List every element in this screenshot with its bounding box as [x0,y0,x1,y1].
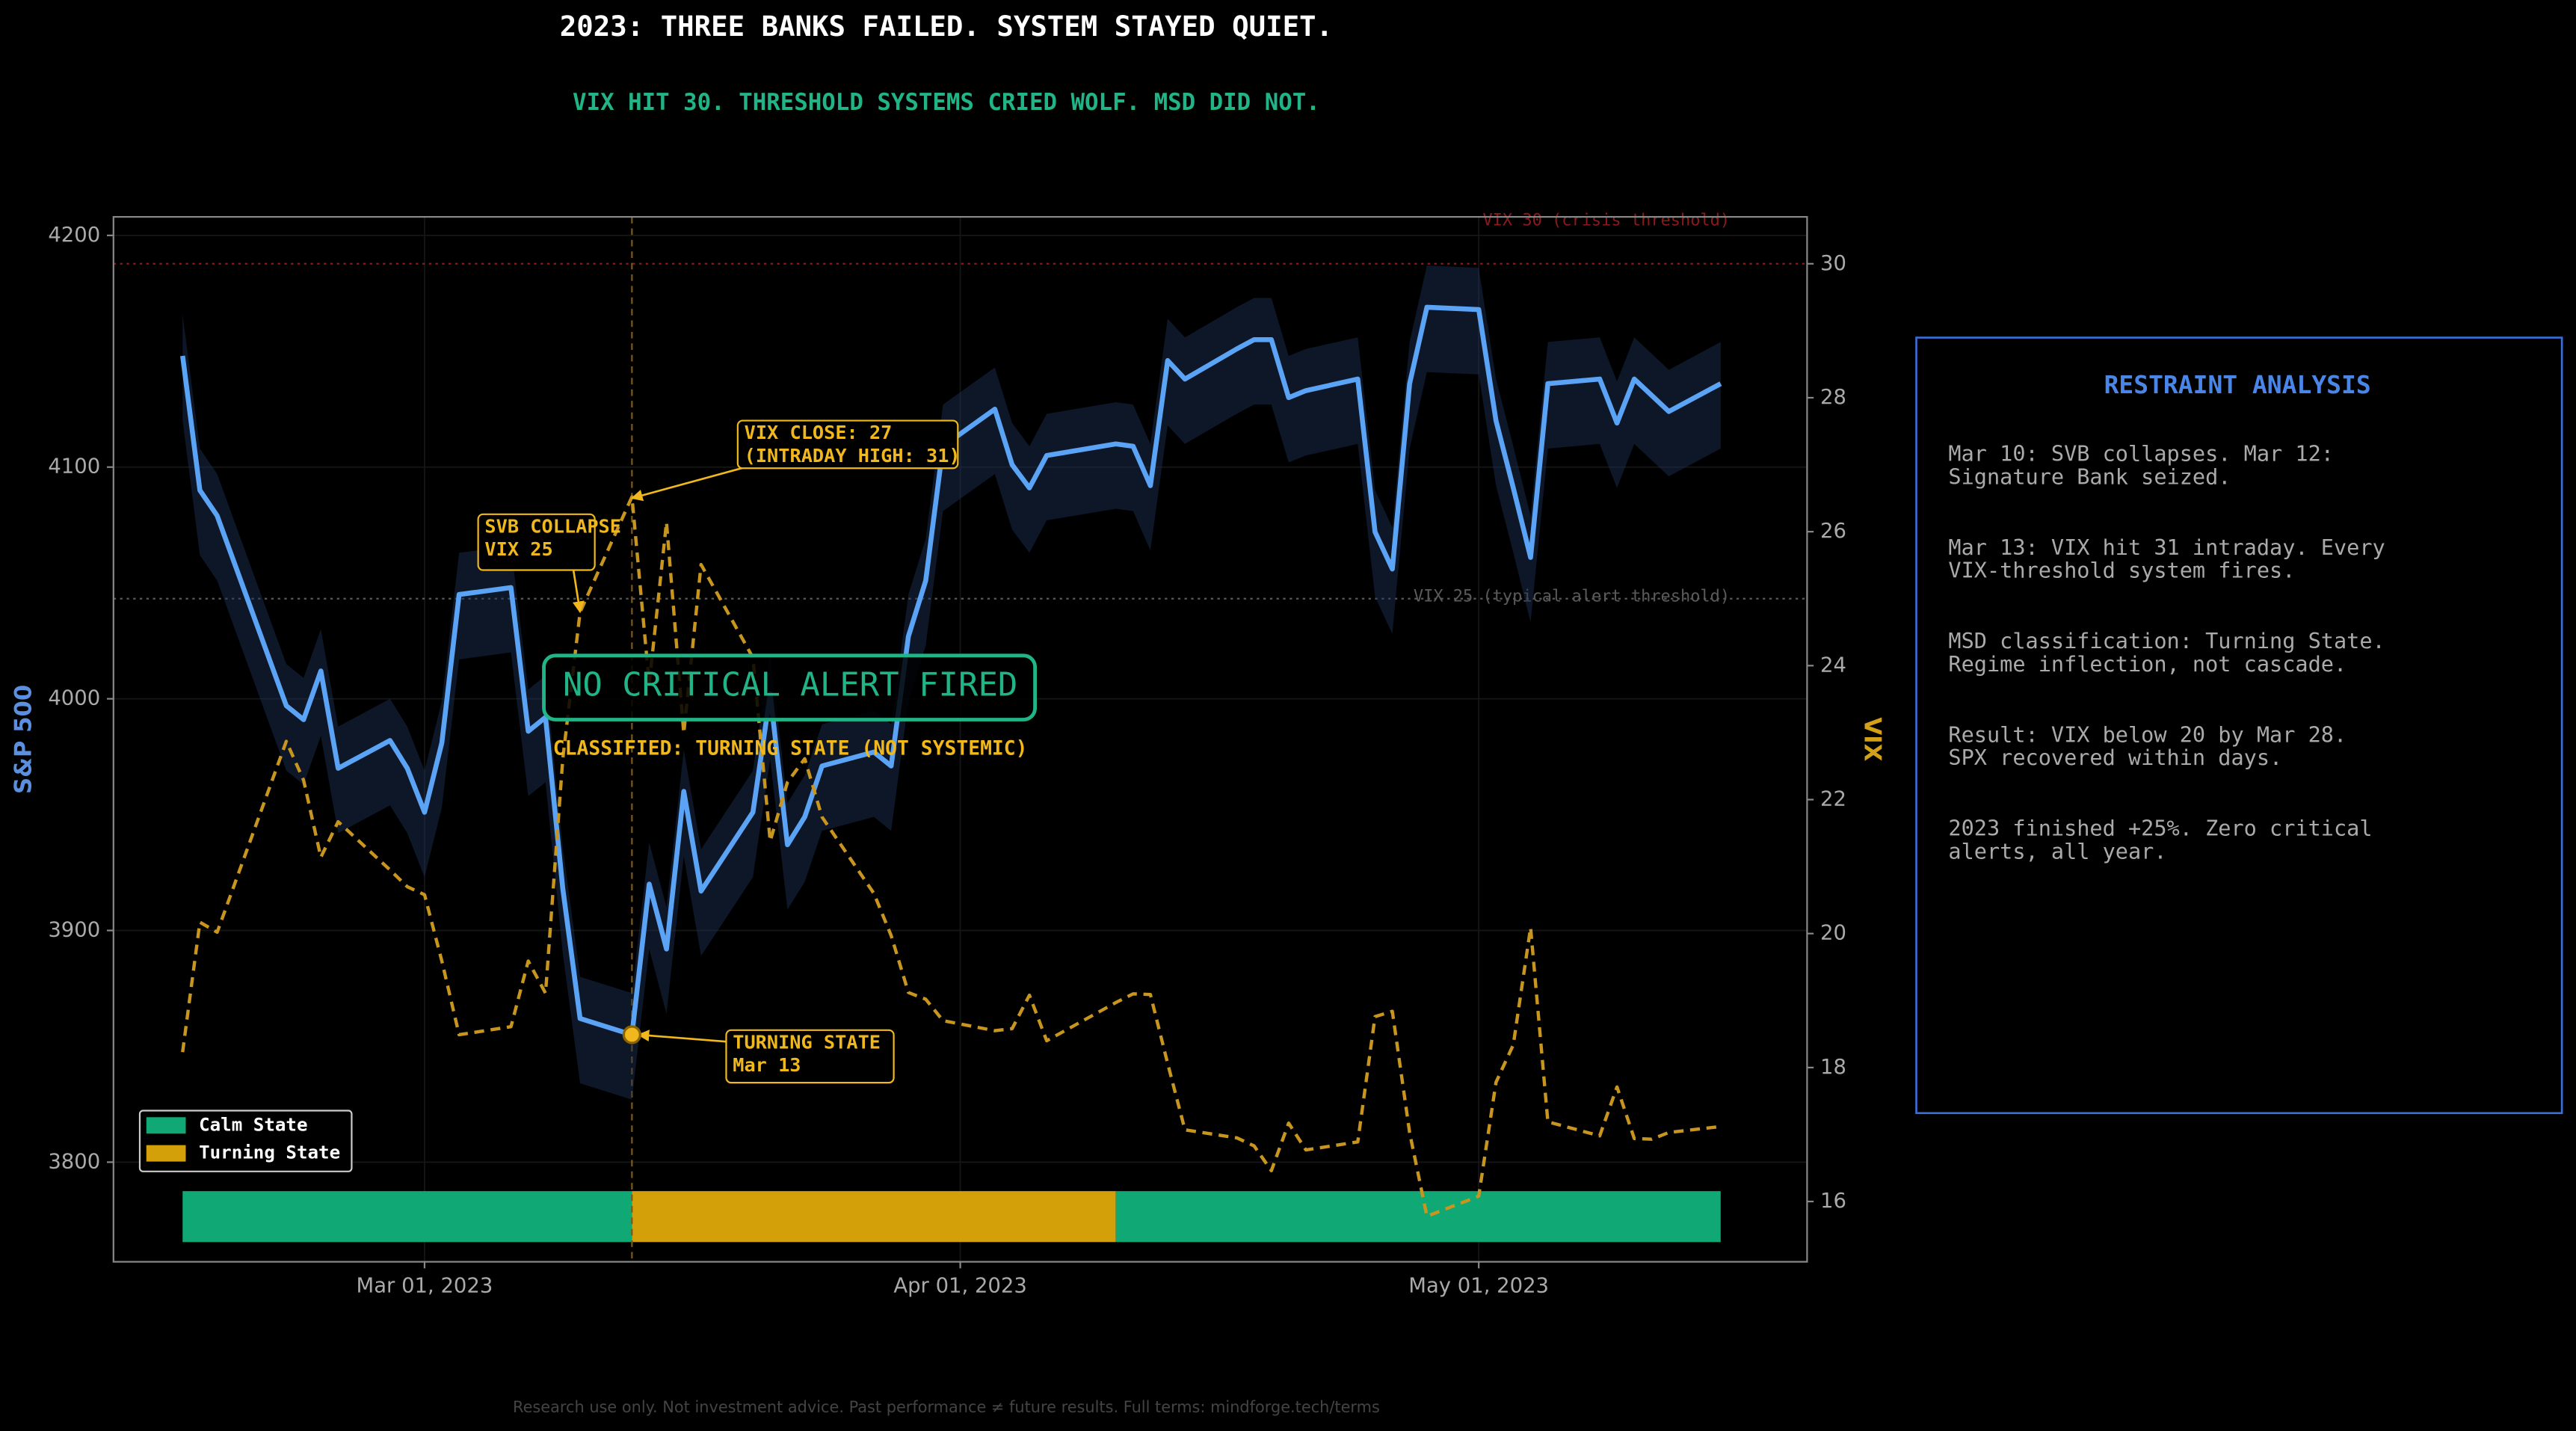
annotation-text: Mar 13 [733,1054,801,1076]
regime-bar [632,1191,1116,1243]
plot-frame [112,215,1808,1263]
annotation-arrow [637,1030,727,1043]
y2-tick-label: 18 [1820,1056,1846,1079]
annotation-arrow [630,465,748,502]
callout-text: NO CRITICAL ALERT FIRED [563,666,1017,704]
callout-box [542,653,1038,721]
panel-text: alerts, all year. [1948,838,2166,864]
confidence-band [182,265,1721,1100]
panel-text: Regime inflection, not cascade. [1948,651,2347,677]
annotation-text: (INTRADAY HIGH: 31) [745,445,961,467]
x-tick-label: Apr 01, 2023 [893,1275,1026,1298]
threshold-label: VIX 30 (crisis threshold) [1482,212,1730,230]
side-panel [1915,336,2563,1115]
threshold-label: VIX 25 (typical alert threshold) [1414,588,1730,606]
annotation-box [477,513,596,571]
footer: Research use only. Not investment advice… [513,1398,1380,1416]
annotation-box [736,419,959,470]
y2-tick-label: 24 [1820,653,1846,677]
panel-text: 2023 finished +25%. Zero critical [1948,816,2372,841]
y-tick-label: 4200 [48,224,100,247]
legend: Calm State Turning State [138,1110,353,1172]
annotation-text: VIX CLOSE: 27 [745,422,893,443]
panel-text: Signature Bank seized. [1948,464,2231,489]
legend-label: Turning State [199,1142,340,1163]
panel-text: SPX recovered within days. [1948,745,2282,770]
y2-axis-label: VIX [1859,717,1886,761]
chart-subtitle: VIX HIT 30. THRESHOLD SYSTEMS CRIED WOLF… [573,89,1320,116]
panel-text: Result: VIX below 20 by Mar 28. [1948,721,2347,747]
panel-title: RESTRAINT ANALYSIS [2104,370,2371,399]
panel-text: MSD classification: Turning State. [1948,628,2385,653]
y-tick-label: 4100 [48,455,100,478]
panel-text: Mar 13: VIX hit 31 intraday. Every [1948,535,2385,560]
y-tick-label: 3900 [48,919,100,942]
x-tick-label: May 01, 2023 [1408,1275,1549,1298]
legend-swatch [146,1117,186,1134]
y-tick-label: 4000 [48,687,100,710]
annotation-box [725,1029,895,1084]
y-axis-label: S&P 500 [10,685,37,794]
y2-tick-label: 30 [1820,252,1846,275]
legend-swatch [146,1145,186,1162]
regime-bar [1115,1191,1721,1243]
annotation-arrow [572,570,585,614]
legend-label: Calm State [199,1114,307,1135]
panel-text: VIX-threshold system fires. [1948,558,2295,583]
panel-text: Mar 10: SVB collapses. Mar 12: [1948,441,2334,467]
chart-title: 2023: THREE BANKS FAILED. SYSTEM STAYED … [560,10,1333,43]
event-marker [622,1025,641,1044]
annotation-text: TURNING STATE [733,1031,881,1053]
x-tick-label: Mar 01, 2023 [357,1275,493,1298]
annotation-text: VIX 25 [484,538,552,560]
y-tick-label: 3800 [48,1150,100,1173]
y2-tick-label: 28 [1820,386,1846,409]
vix-line [181,495,1722,1218]
classification-text: CLASSIFIED: TURNING STATE (NOT SYSTEMIC) [553,738,1028,760]
y2-tick-label: 26 [1820,520,1846,543]
regime-bar [182,1191,632,1243]
y2-tick-label: 20 [1820,922,1846,945]
spx-line [180,304,1722,1038]
annotation-text: SVB COLLAPSE [484,515,621,537]
y2-tick-label: 22 [1820,787,1846,810]
legend-box [138,1110,353,1172]
y2-tick-label: 16 [1820,1190,1846,1213]
